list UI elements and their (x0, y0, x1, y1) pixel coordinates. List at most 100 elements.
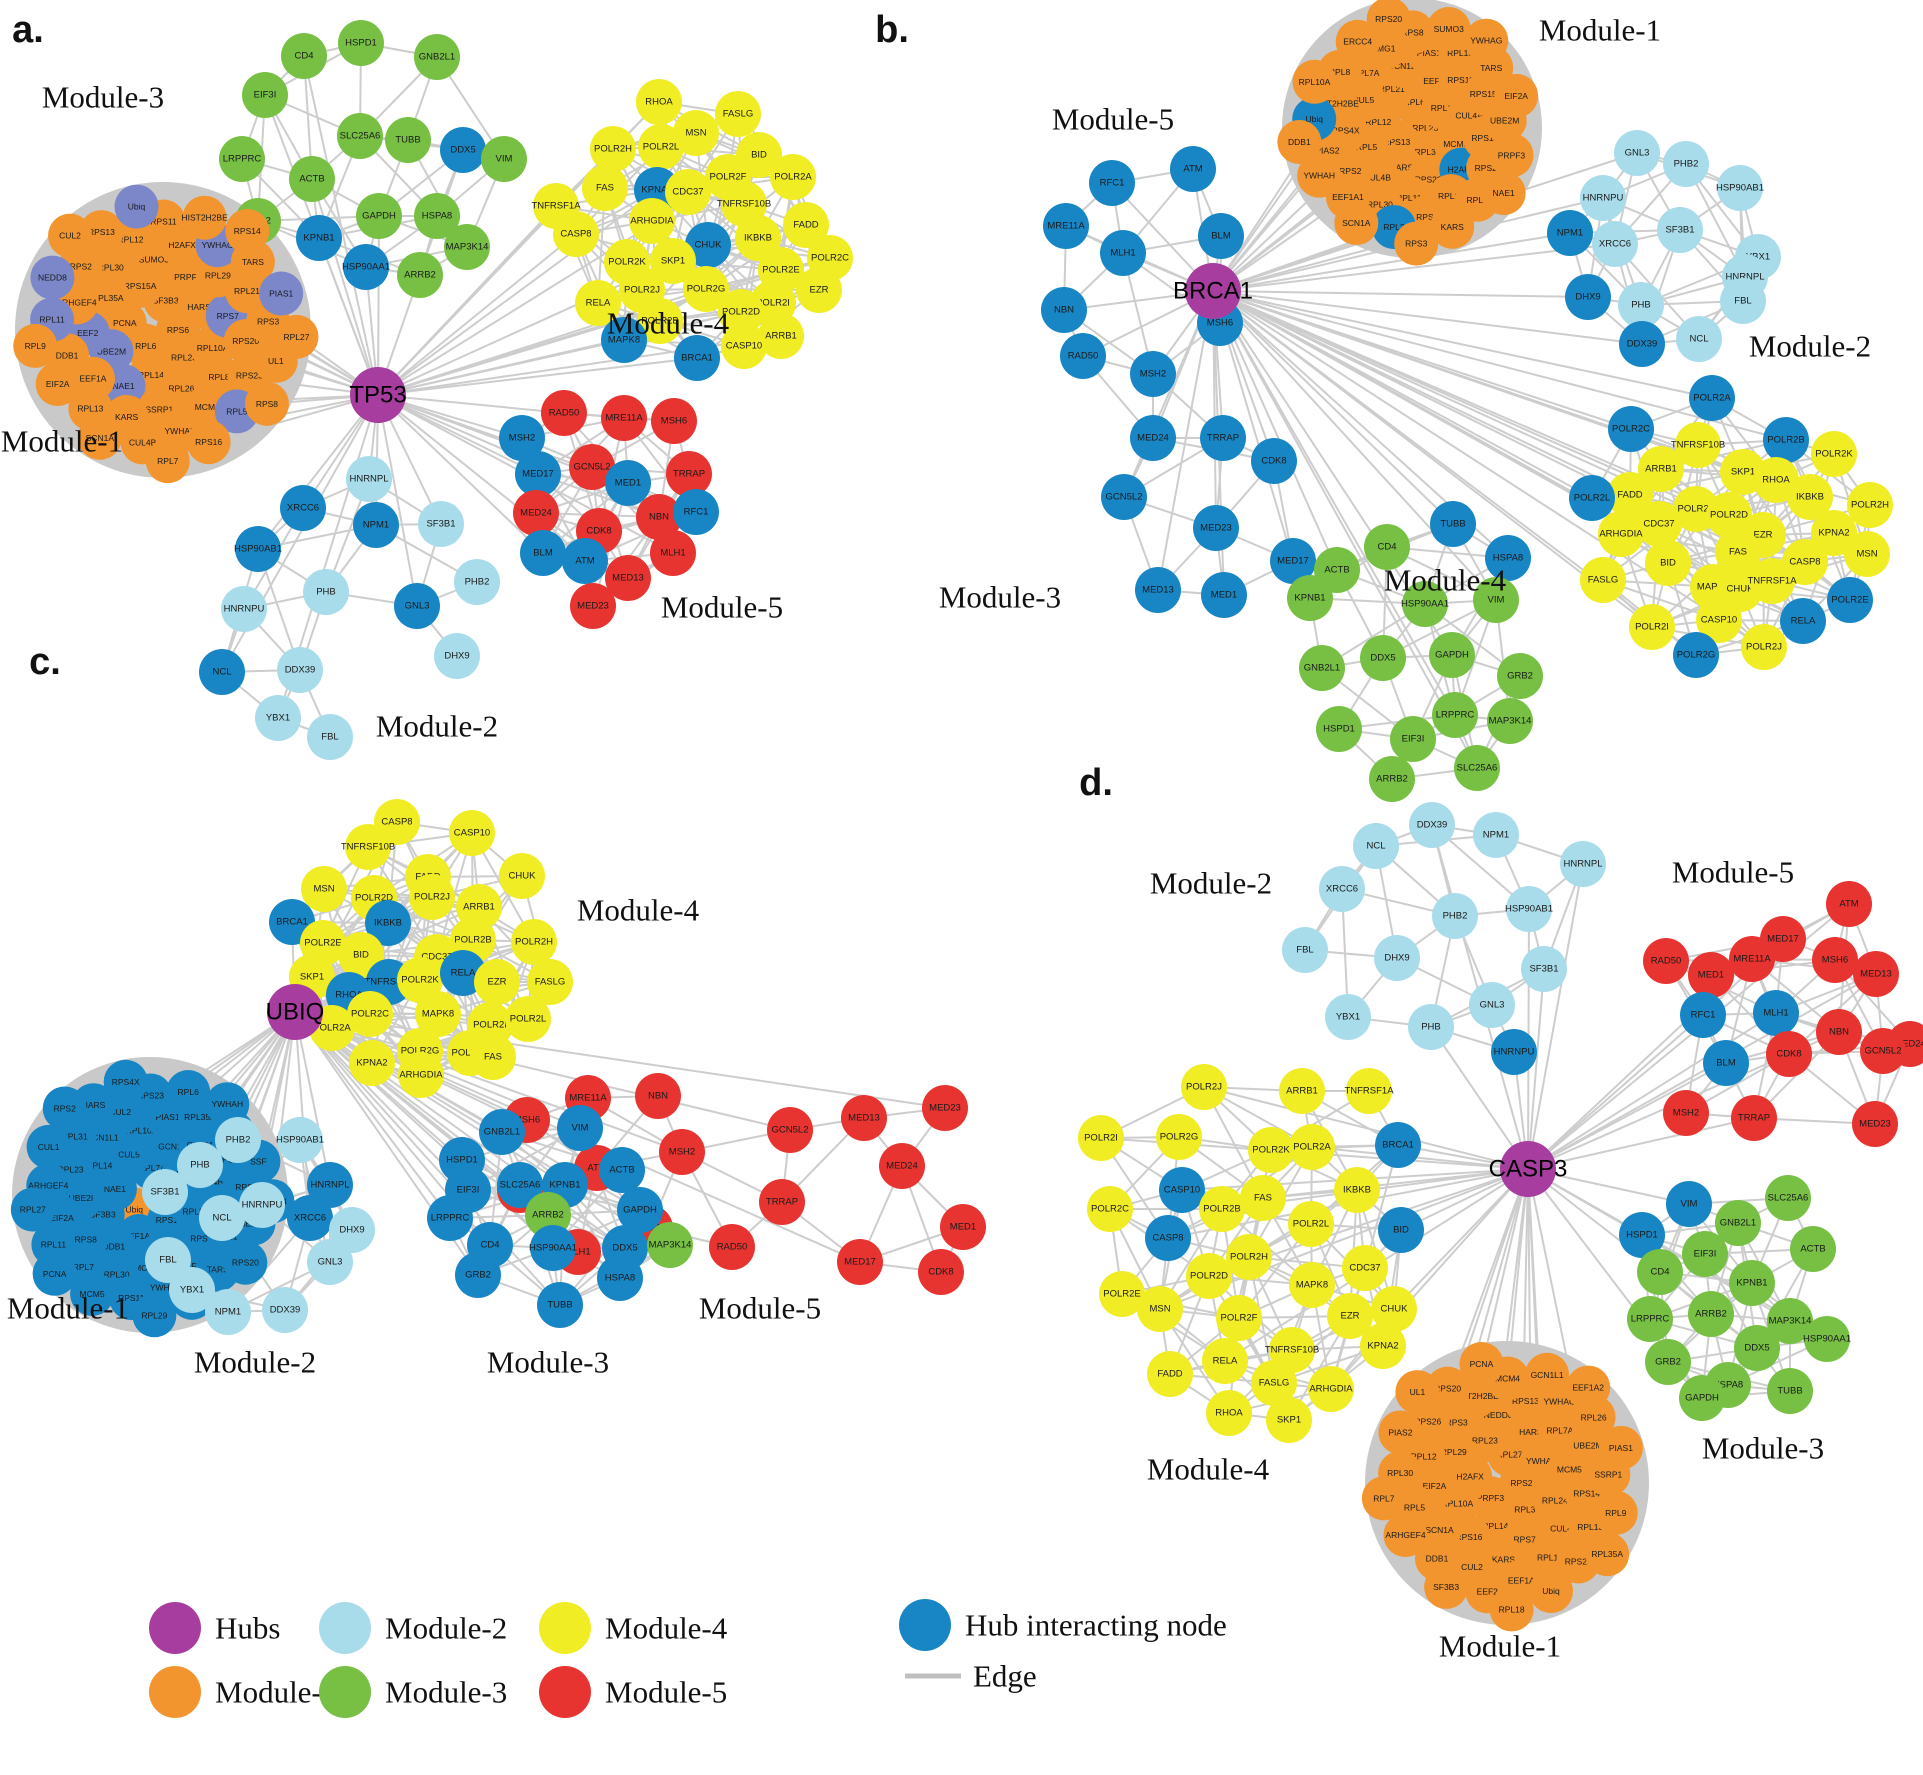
gene-node-NCL[interactable]: NCL (199, 1195, 245, 1241)
gene-node-GNL3[interactable]: GNL3 (1469, 982, 1515, 1028)
gene-node-ARHGDIA[interactable]: ARHGDIA (629, 198, 675, 244)
gene-node-MED24[interactable]: MED24 (1130, 415, 1176, 461)
gene-node-CASP10[interactable]: CASP10 (1159, 1167, 1205, 1213)
gene-node-PHB2[interactable]: PHB2 (454, 559, 500, 605)
gene-circle[interactable] (1378, 1410, 1423, 1455)
gene-circle[interactable] (1715, 1200, 1761, 1246)
gene-node-POLR2B[interactable]: POLR2B (637, 298, 683, 344)
gene-node-POLR2A[interactable]: POLR2A (770, 154, 816, 200)
gene-circle[interactable] (1464, 18, 1509, 63)
gene-node-NEDD8[interactable]: NEDD8 (30, 255, 75, 300)
gene-node-BID[interactable]: BID (1645, 540, 1691, 586)
gene-node-RPL27[interactable]: RPL27 (274, 314, 319, 359)
gene-circle[interactable] (347, 991, 393, 1037)
gene-circle[interactable] (1607, 472, 1653, 518)
gene-node-BLM[interactable]: BLM (1198, 213, 1244, 259)
gene-circle[interactable] (1383, 1513, 1428, 1558)
gene-circle[interactable] (223, 1240, 268, 1285)
gene-node-GNB2L1[interactable]: GNB2L1 (479, 1109, 525, 1155)
gene-circle[interactable] (1374, 935, 1420, 981)
gene-circle[interactable] (1101, 474, 1147, 520)
gene-node-RELA[interactable]: RELA (1780, 598, 1826, 644)
gene-node-KPNB1[interactable]: KPNB1 (1287, 575, 1333, 621)
gene-node-Ubiq[interactable]: Ubiq (114, 184, 159, 229)
gene-circle[interactable] (721, 323, 767, 369)
gene-circle[interactable] (1469, 982, 1515, 1028)
gene-circle[interactable] (329, 1207, 375, 1253)
gene-circle[interactable] (1100, 230, 1146, 276)
gene-node-POLR2C[interactable]: POLR2C (347, 991, 393, 1037)
gene-circle[interactable] (1043, 203, 1089, 249)
gene-circle[interactable] (1206, 1390, 1252, 1436)
gene-node-PHB2[interactable]: PHB2 (215, 1117, 261, 1163)
gene-circle[interactable] (1282, 927, 1328, 973)
gene-node-MED24[interactable]: MED24 (879, 1143, 925, 1189)
gene-circle[interactable] (1645, 1339, 1691, 1385)
gene-node-POLR2I[interactable]: POLR2I (1629, 604, 1675, 650)
gene-node-CHUK[interactable]: CHUK (499, 853, 545, 899)
gene-circle[interactable] (1585, 1532, 1630, 1577)
gene-circle[interactable] (605, 460, 651, 506)
gene-circle[interactable] (1816, 1009, 1862, 1055)
gene-node-RAD50[interactable]: RAD50 (541, 390, 587, 436)
gene-circle[interactable] (1706, 492, 1752, 538)
gene-node-ACTB[interactable]: ACTB (599, 1147, 645, 1193)
gene-circle[interactable] (215, 1117, 261, 1163)
gene-circle[interactable] (1473, 577, 1519, 623)
gene-circle[interactable] (1753, 990, 1799, 1036)
gene-circle[interactable] (1720, 278, 1766, 324)
gene-circle[interactable] (255, 695, 301, 741)
gene-node-SF3B3[interactable]: SF3B3 (1424, 1564, 1469, 1609)
gene-circle[interactable] (683, 266, 729, 312)
gene-node-PHB[interactable]: PHB (303, 569, 349, 615)
gene-node-RHOA[interactable]: RHOA (1753, 457, 1799, 503)
gene-circle[interactable] (1569, 475, 1615, 521)
gene-node-YWHAH[interactable]: YWHAH (205, 1082, 250, 1127)
gene-circle[interactable] (1147, 1351, 1193, 1397)
gene-node-BID[interactable]: BID (1378, 1207, 1424, 1253)
gene-circle[interactable] (1390, 716, 1436, 762)
gene-circle[interactable] (42, 1086, 87, 1131)
gene-circle[interactable] (114, 184, 159, 229)
gene-node-NPM1[interactable]: NPM1 (353, 502, 399, 548)
gene-node-YBX1[interactable]: YBX1 (255, 695, 301, 741)
hub-circle[interactable] (350, 367, 406, 423)
gene-circle[interactable] (597, 1255, 643, 1301)
gene-circle[interactable] (1424, 1564, 1469, 1609)
gene-circle[interactable] (1676, 316, 1722, 362)
gene-circle[interactable] (1696, 597, 1742, 643)
gene-node-HNRNPU[interactable]: HNRNPU (221, 586, 267, 632)
gene-circle[interactable] (169, 1267, 215, 1313)
gene-node-RPS8[interactable]: RPS8 (244, 381, 289, 426)
gene-circle[interactable] (353, 502, 399, 548)
gene-node-RAD50[interactable]: RAD50 (1643, 938, 1689, 984)
gene-node-LRPPRC[interactable]: LRPPRC (219, 136, 265, 182)
gene-circle[interactable] (1137, 1286, 1183, 1332)
gene-node-POLR2D[interactable]: POLR2D (1186, 1253, 1232, 1299)
gene-circle[interactable] (651, 398, 697, 444)
gene-node-RPS20[interactable]: RPS20 (223, 1240, 268, 1285)
gene-node-GNL3[interactable]: GNL3 (1614, 130, 1660, 176)
gene-node-KPNA2[interactable]: KPNA2 (1360, 1323, 1406, 1369)
gene-node-FBL[interactable]: FBL (1720, 278, 1766, 324)
gene-node-RPS2[interactable]: RPS2 (42, 1086, 87, 1131)
gene-circle[interactable] (77, 415, 122, 460)
gene-circle[interactable] (1763, 417, 1809, 463)
gene-circle[interactable] (879, 1143, 925, 1189)
gene-circle[interactable] (1279, 1068, 1325, 1114)
gene-circle[interactable] (841, 1095, 887, 1141)
gene-node-LRPPRC[interactable]: LRPPRC (1627, 1296, 1673, 1342)
gene-circle[interactable] (398, 1052, 444, 1098)
gene-node-MED23[interactable]: MED23 (1852, 1101, 1898, 1147)
gene-circle[interactable] (1853, 951, 1899, 997)
gene-node-PIAS1[interactable]: PIAS1 (259, 271, 304, 316)
gene-node-CUL1[interactable]: CUL1 (26, 1124, 71, 1169)
gene-circle[interactable] (1353, 823, 1399, 869)
gene-circle[interactable] (629, 198, 675, 244)
gene-circle[interactable] (444, 224, 490, 270)
gene-circle[interactable] (415, 991, 461, 1037)
gene-node-PCNA[interactable]: PCNA (32, 1251, 77, 1296)
gene-node-NPM1[interactable]: NPM1 (1473, 812, 1519, 858)
gene-circle[interactable] (1316, 706, 1362, 752)
gene-node-MSH6[interactable]: MSH6 (1812, 937, 1858, 983)
